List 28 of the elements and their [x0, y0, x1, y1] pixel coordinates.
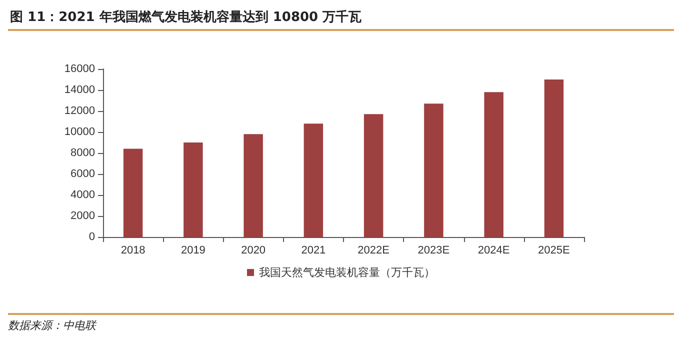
bar [424, 104, 444, 237]
x-tick-label: 2024E [478, 244, 510, 256]
bar [304, 124, 324, 237]
bar [544, 80, 564, 237]
y-tick-label: 16000 [64, 63, 95, 75]
bar [123, 148, 143, 237]
x-tick-label: 2020 [241, 244, 266, 256]
y-tick-label: 4000 [70, 189, 95, 201]
source-note: 数据来源：中电联 [8, 318, 98, 333]
y-tick-label: 6000 [70, 168, 95, 180]
x-tick-label: 2023E [418, 244, 450, 256]
y-tick-label: 0 [88, 231, 95, 243]
bar [364, 114, 384, 237]
bar [184, 142, 203, 237]
x-tick-label: 2025E [538, 244, 570, 256]
x-tick-label: 2019 [180, 244, 206, 256]
x-tick-label: 2018 [120, 244, 146, 256]
y-tick-label: 12000 [64, 105, 95, 117]
y-tick-label: 8000 [70, 147, 95, 159]
bar [244, 134, 263, 237]
x-tick-label: 2021 [301, 244, 326, 256]
bar [484, 92, 504, 237]
y-tick-label: 14000 [64, 84, 95, 96]
chart-title: 图 11：2021 年我国燃气发电装机容量达到 10800 万千瓦 [8, 8, 674, 31]
legend-label: 我国天然气发电装机容量（万千瓦） [259, 266, 435, 279]
y-tick-label: 2000 [70, 210, 95, 222]
y-tick-label: 10000 [64, 126, 95, 138]
x-tick-label: 2022E [358, 244, 390, 256]
